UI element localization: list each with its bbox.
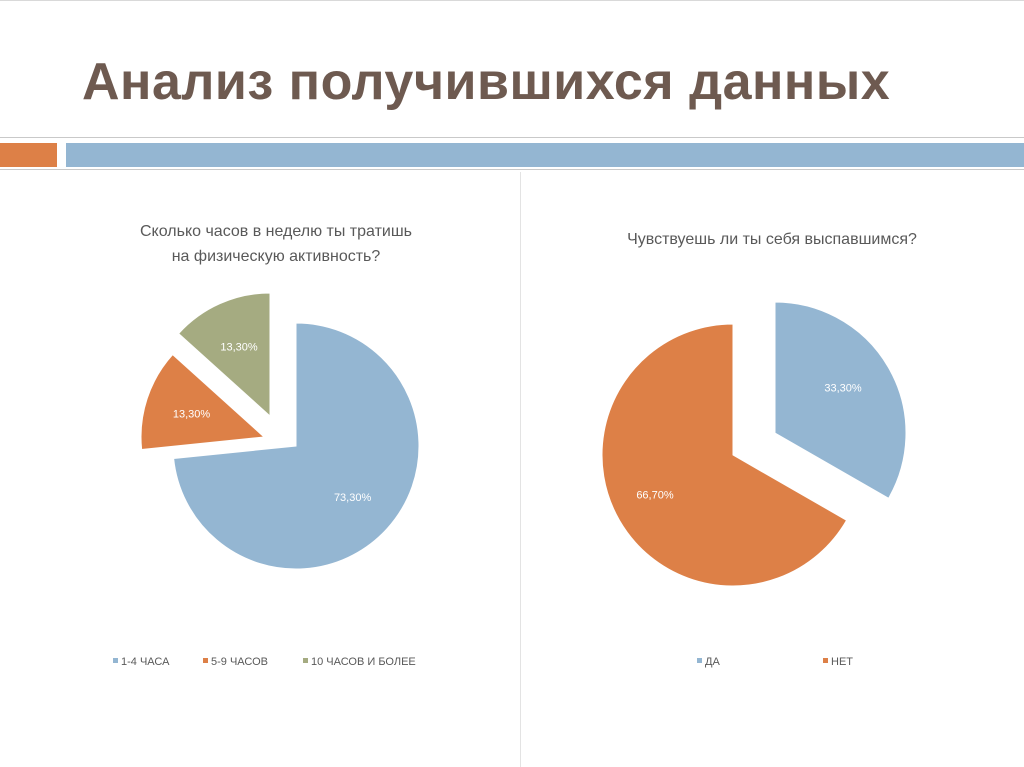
legend-label: НЕТ (831, 656, 853, 668)
pie-slice (173, 322, 420, 570)
top-border (0, 0, 1024, 1)
legend-swatch (303, 658, 308, 663)
pie-slice (774, 301, 907, 499)
legend-swatch (113, 658, 118, 663)
pie-chart-2: Чувствуешь ли ты себя выспавшимся? 33,30%… (601, 231, 917, 668)
pie-data-label: 13,30% (220, 341, 258, 353)
chart-title-line: Чувствуешь ли ты себя выспавшимся? (627, 231, 917, 248)
legend-label: 5-9 ЧАСОВ (211, 656, 268, 668)
band-line-bottom (0, 169, 1024, 170)
pie-chart-1: Сколько часов в неделю ты тратишь на физи… (113, 223, 420, 668)
legend-swatch (697, 658, 702, 663)
chart-divider (520, 172, 521, 767)
legend-label: 1-4 ЧАСА (121, 656, 170, 668)
pie-slice (177, 292, 271, 418)
legend-label: ДА (705, 656, 720, 668)
chart-title-line: Сколько часов в неделю ты тратишь (140, 223, 412, 240)
pie-data-label: 66,70% (636, 489, 674, 501)
slide-title: Анализ получившихся данных (82, 53, 891, 111)
legend-swatch (823, 658, 828, 663)
chart-title-line: на физическую активность? (172, 248, 381, 265)
legend-label: 10 ЧАСОВ И БОЛЕЕ (311, 656, 416, 668)
pie-slice (601, 323, 848, 587)
band-line-top (0, 137, 1024, 138)
pie-data-label: 13,30% (173, 408, 211, 420)
legend-swatch (203, 658, 208, 663)
accent-bar-blue (66, 143, 1024, 167)
accent-bar-orange (0, 143, 57, 167)
pie-data-label: 33,30% (824, 383, 862, 395)
pie-slice (140, 353, 266, 451)
pie-data-label: 73,30% (334, 492, 372, 504)
